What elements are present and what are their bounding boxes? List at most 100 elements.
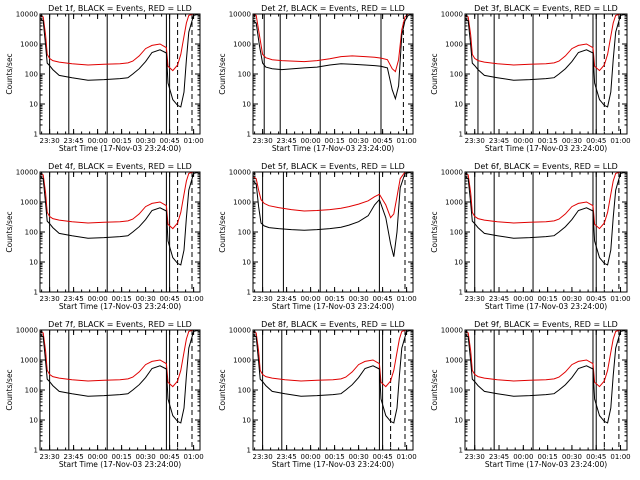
y-tick-label: 1000: [20, 199, 38, 207]
x-tick-label: 00:15: [325, 295, 345, 303]
y-tick-label: 100: [238, 387, 251, 395]
y-tick-label: 10000: [16, 327, 38, 335]
x-tick-label: 00:15: [112, 295, 132, 303]
x-tick-label: 23:30: [253, 137, 273, 145]
x-tick-label: 00:30: [562, 137, 582, 145]
x-tick-label: 23:30: [465, 295, 485, 303]
y-tick-label: 1: [459, 447, 463, 455]
lld-rate-line: [253, 172, 413, 219]
plot-frame: [464, 329, 628, 451]
y-tick-label: 1: [247, 447, 251, 455]
y-tick-label: 100: [450, 71, 463, 79]
chart-title: Det 4f, BLACK = Events, RED = LLD: [48, 162, 192, 171]
x-tick-label: 01:00: [397, 137, 417, 145]
y-tick-label: 1000: [445, 357, 463, 365]
x-tick-label: 01:00: [610, 453, 630, 461]
plot-frame: [39, 171, 201, 293]
y-tick-label: 1: [34, 447, 38, 455]
x-tick-label: 23:30: [40, 453, 60, 461]
x-axis-label: Start Time (17-Nov-03 23:24:00): [59, 302, 181, 311]
x-tick-label: 23:45: [489, 295, 509, 303]
y-tick-label: 10000: [441, 327, 463, 335]
x-tick-label: 00:30: [349, 295, 369, 303]
x-tick-label: 23:45: [489, 137, 509, 145]
chart-title: Det 7f, BLACK = Events, RED = LLD: [48, 320, 192, 329]
y-tick-label: 10000: [16, 169, 38, 177]
y-tick-label: 10: [454, 259, 463, 267]
y-tick-label: 100: [238, 229, 251, 237]
x-tick-label: 00:15: [325, 453, 345, 461]
chart-title: Det 6f, BLACK = Events, RED = LLD: [474, 162, 618, 171]
y-tick-label: 10: [454, 417, 463, 425]
x-axis-label: Start Time (17-Nov-03 23:24:00): [485, 460, 607, 469]
x-axis-label: Start Time (17-Nov-03 23:24:00): [59, 460, 181, 469]
x-tick-label: 01:00: [184, 453, 204, 461]
y-tick-label: 1: [34, 289, 38, 297]
x-tick-label: 23:30: [465, 453, 485, 461]
y-tick-label: 1000: [233, 357, 251, 365]
y-tick-label: 100: [238, 71, 251, 79]
lld-rate-line: [465, 172, 627, 230]
x-axis-label: Start Time (17-Nov-03 23:24:00): [485, 302, 607, 311]
y-tick-label: 100: [25, 229, 38, 237]
plot-frame: [464, 171, 628, 293]
lld-rate-line: [253, 330, 413, 388]
y-tick-label: 1000: [233, 41, 251, 49]
chart-panel-7: Det 7f, BLACK = Events, RED = LLD 1 10 100 1…: [5, 320, 204, 469]
y-tick-label: 1: [247, 131, 251, 139]
y-tick-label: 10000: [441, 169, 463, 177]
x-tick-label: 00:15: [538, 453, 558, 461]
x-tick-label: 00:00: [513, 137, 533, 145]
y-tick-label: 10000: [229, 169, 251, 177]
y-tick-label: 1000: [445, 41, 463, 49]
event-rate-line: [465, 172, 627, 266]
lld-rate-line: [465, 330, 627, 388]
x-tick-label: 00:30: [136, 137, 156, 145]
y-axis-label: Counts/sec: [218, 211, 227, 252]
x-tick-label: 00:45: [586, 295, 606, 303]
y-tick-label: 10: [454, 101, 463, 109]
x-tick-label: 00:00: [513, 295, 533, 303]
y-tick-label: 1000: [20, 41, 38, 49]
x-tick-label: 01:00: [610, 137, 630, 145]
chart-panel-9: Det 9f, BLACK = Events, RED = LLD 1 10 100 1…: [430, 320, 631, 469]
x-tick-label: 00:30: [562, 453, 582, 461]
y-axis-label: Counts/sec: [218, 369, 227, 410]
lld-rate-line: [253, 14, 413, 73]
x-tick-label: 00:00: [513, 453, 533, 461]
x-tick-label: 00:45: [373, 295, 393, 303]
x-tick-label: 00:15: [538, 295, 558, 303]
x-tick-label: 00:45: [586, 453, 606, 461]
y-tick-label: 10000: [441, 11, 463, 19]
x-tick-label: 01:00: [397, 453, 417, 461]
event-rate-line: [465, 330, 627, 424]
y-tick-label: 1000: [233, 199, 251, 207]
y-tick-label: 10000: [229, 327, 251, 335]
x-tick-label: 23:30: [40, 295, 60, 303]
y-axis-label: Counts/sec: [5, 369, 14, 410]
x-axis-label: Start Time (17-Nov-03 23:24:00): [272, 460, 394, 469]
lld-rate-line: [465, 14, 627, 72]
y-tick-label: 1: [34, 131, 38, 139]
x-tick-label: 00:00: [301, 453, 321, 461]
lld-rate-line: [40, 172, 200, 230]
plot-frame: [464, 13, 628, 135]
x-tick-label: 00:30: [349, 137, 369, 145]
x-tick-label: 23:30: [253, 453, 273, 461]
x-tick-label: 00:00: [88, 137, 108, 145]
event-rate-line: [40, 172, 200, 266]
y-axis-label: Counts/sec: [430, 211, 439, 252]
y-tick-label: 10000: [229, 11, 251, 19]
x-axis-label: Start Time (17-Nov-03 23:24:00): [272, 144, 394, 153]
x-tick-label: 00:00: [301, 137, 321, 145]
event-rate-line: [40, 14, 200, 108]
x-tick-label: 23:45: [277, 137, 297, 145]
x-tick-label: 00:15: [538, 137, 558, 145]
x-tick-label: 00:45: [160, 137, 180, 145]
lld-rate-line: [40, 330, 200, 388]
x-tick-label: 00:00: [88, 295, 108, 303]
chart-title: Det 8f, BLACK = Events, RED = LLD: [261, 320, 405, 329]
x-tick-label: 00:30: [562, 295, 582, 303]
x-tick-label: 23:45: [277, 295, 297, 303]
x-tick-label: 00:30: [349, 453, 369, 461]
